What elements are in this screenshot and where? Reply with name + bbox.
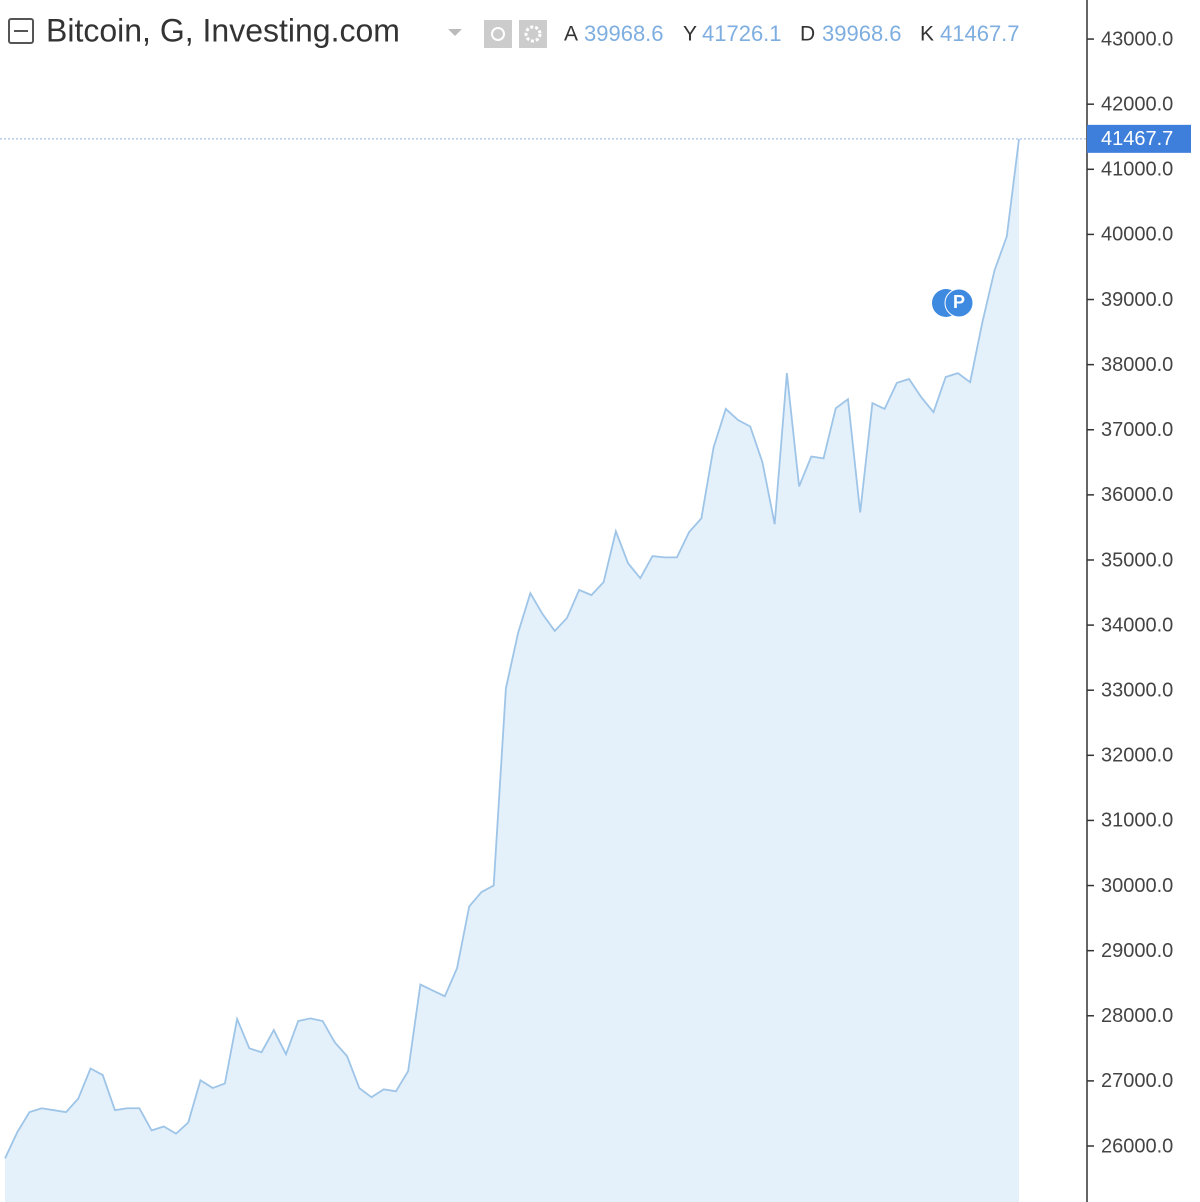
ohlc-label: A [564, 23, 578, 46]
ohlc-label: K [920, 23, 934, 46]
y-tick-label: 33000.0 [1101, 679, 1173, 701]
y-tick-label: 27000.0 [1101, 1070, 1173, 1092]
ohlc-value: 41467.7 [940, 21, 1020, 46]
price-line [4, 138, 1020, 1159]
y-tick-label: 35000.0 [1101, 549, 1173, 571]
last-price-box [1087, 124, 1191, 153]
y-tick-label: 41000.0 [1101, 159, 1173, 181]
ohlc-label: D [800, 23, 815, 46]
y-tick-label: 30000.0 [1101, 875, 1173, 897]
ohlc-value: 39968.6 [822, 21, 902, 46]
y-tick-label: 28000.0 [1101, 1005, 1173, 1027]
event-badge-label: P [953, 292, 965, 312]
y-tick-label: 26000.0 [1101, 1135, 1173, 1157]
ohlc-value: 39968.6 [584, 21, 664, 46]
dropdown-arrow[interactable] [448, 29, 462, 36]
y-tick-label: 40000.0 [1101, 224, 1173, 246]
ohlc-value: 41726.1 [702, 21, 782, 46]
settings-icon-gear [524, 25, 542, 43]
settings-icon[interactable] [519, 20, 547, 48]
y-tick-label: 34000.0 [1101, 614, 1173, 636]
eye-icon[interactable] [484, 20, 512, 48]
y-tick-label: 37000.0 [1101, 419, 1173, 441]
y-tick-label: 38000.0 [1101, 354, 1173, 376]
y-tick-label: 32000.0 [1101, 745, 1173, 767]
area-fill [5, 138, 1019, 1202]
y-tick-label: 43000.0 [1101, 28, 1173, 50]
eye-icon-pupil [491, 27, 505, 41]
y-tick-label: 39000.0 [1101, 289, 1173, 311]
event-badge [944, 288, 974, 318]
collapse-icon[interactable] [8, 18, 34, 44]
ohlc-label: Y [683, 23, 697, 46]
y-tick-label: 36000.0 [1101, 484, 1173, 506]
y-tick-label: 29000.0 [1101, 940, 1173, 962]
y-tick-label: 31000.0 [1101, 810, 1173, 832]
chart-title: Bitcoin, G, Investing.com [46, 12, 400, 48]
last-price-label: 41467.7 [1101, 128, 1173, 150]
y-tick-label: 42000.0 [1101, 93, 1173, 115]
